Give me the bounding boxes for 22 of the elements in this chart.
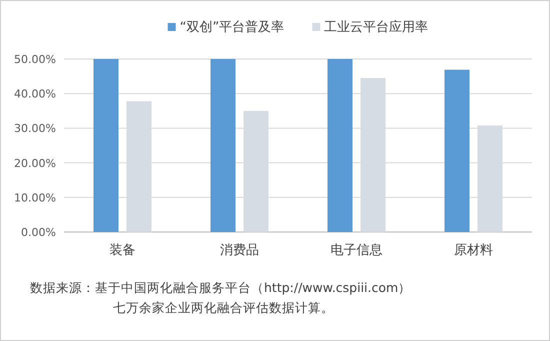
y-tick-label: 10.00% bbox=[14, 191, 56, 204]
bar bbox=[244, 110, 268, 232]
y-tick-label: 40.00% bbox=[14, 88, 56, 101]
x-tick-label: 原材料 bbox=[454, 243, 493, 258]
y-tick-label: 30.00% bbox=[14, 122, 56, 136]
bar bbox=[444, 70, 470, 232]
bar bbox=[210, 59, 236, 232]
legend-label: “双创”平台普及率 bbox=[180, 19, 284, 35]
x-tick-label: 装备 bbox=[110, 243, 136, 258]
y-tick-label: 50.00% bbox=[14, 53, 56, 66]
y-tick-label: 20.00% bbox=[14, 156, 56, 170]
bar bbox=[94, 59, 118, 232]
bar bbox=[328, 59, 352, 232]
bar bbox=[478, 125, 502, 232]
y-tick-label: 0.00% bbox=[21, 226, 56, 239]
x-tick-label: 消费品 bbox=[220, 243, 259, 258]
text: 七万余家企业两化融合评估数据计算。 bbox=[113, 300, 334, 315]
source-note: 数据来源：基于中国两化融合服务平台（http://www.cspiii.com） bbox=[30, 280, 412, 295]
legend-label: 工业云平台应用率 bbox=[324, 19, 428, 35]
bar bbox=[360, 78, 386, 232]
bar bbox=[126, 101, 152, 232]
x-tick-label: 电子信息 bbox=[330, 243, 382, 258]
